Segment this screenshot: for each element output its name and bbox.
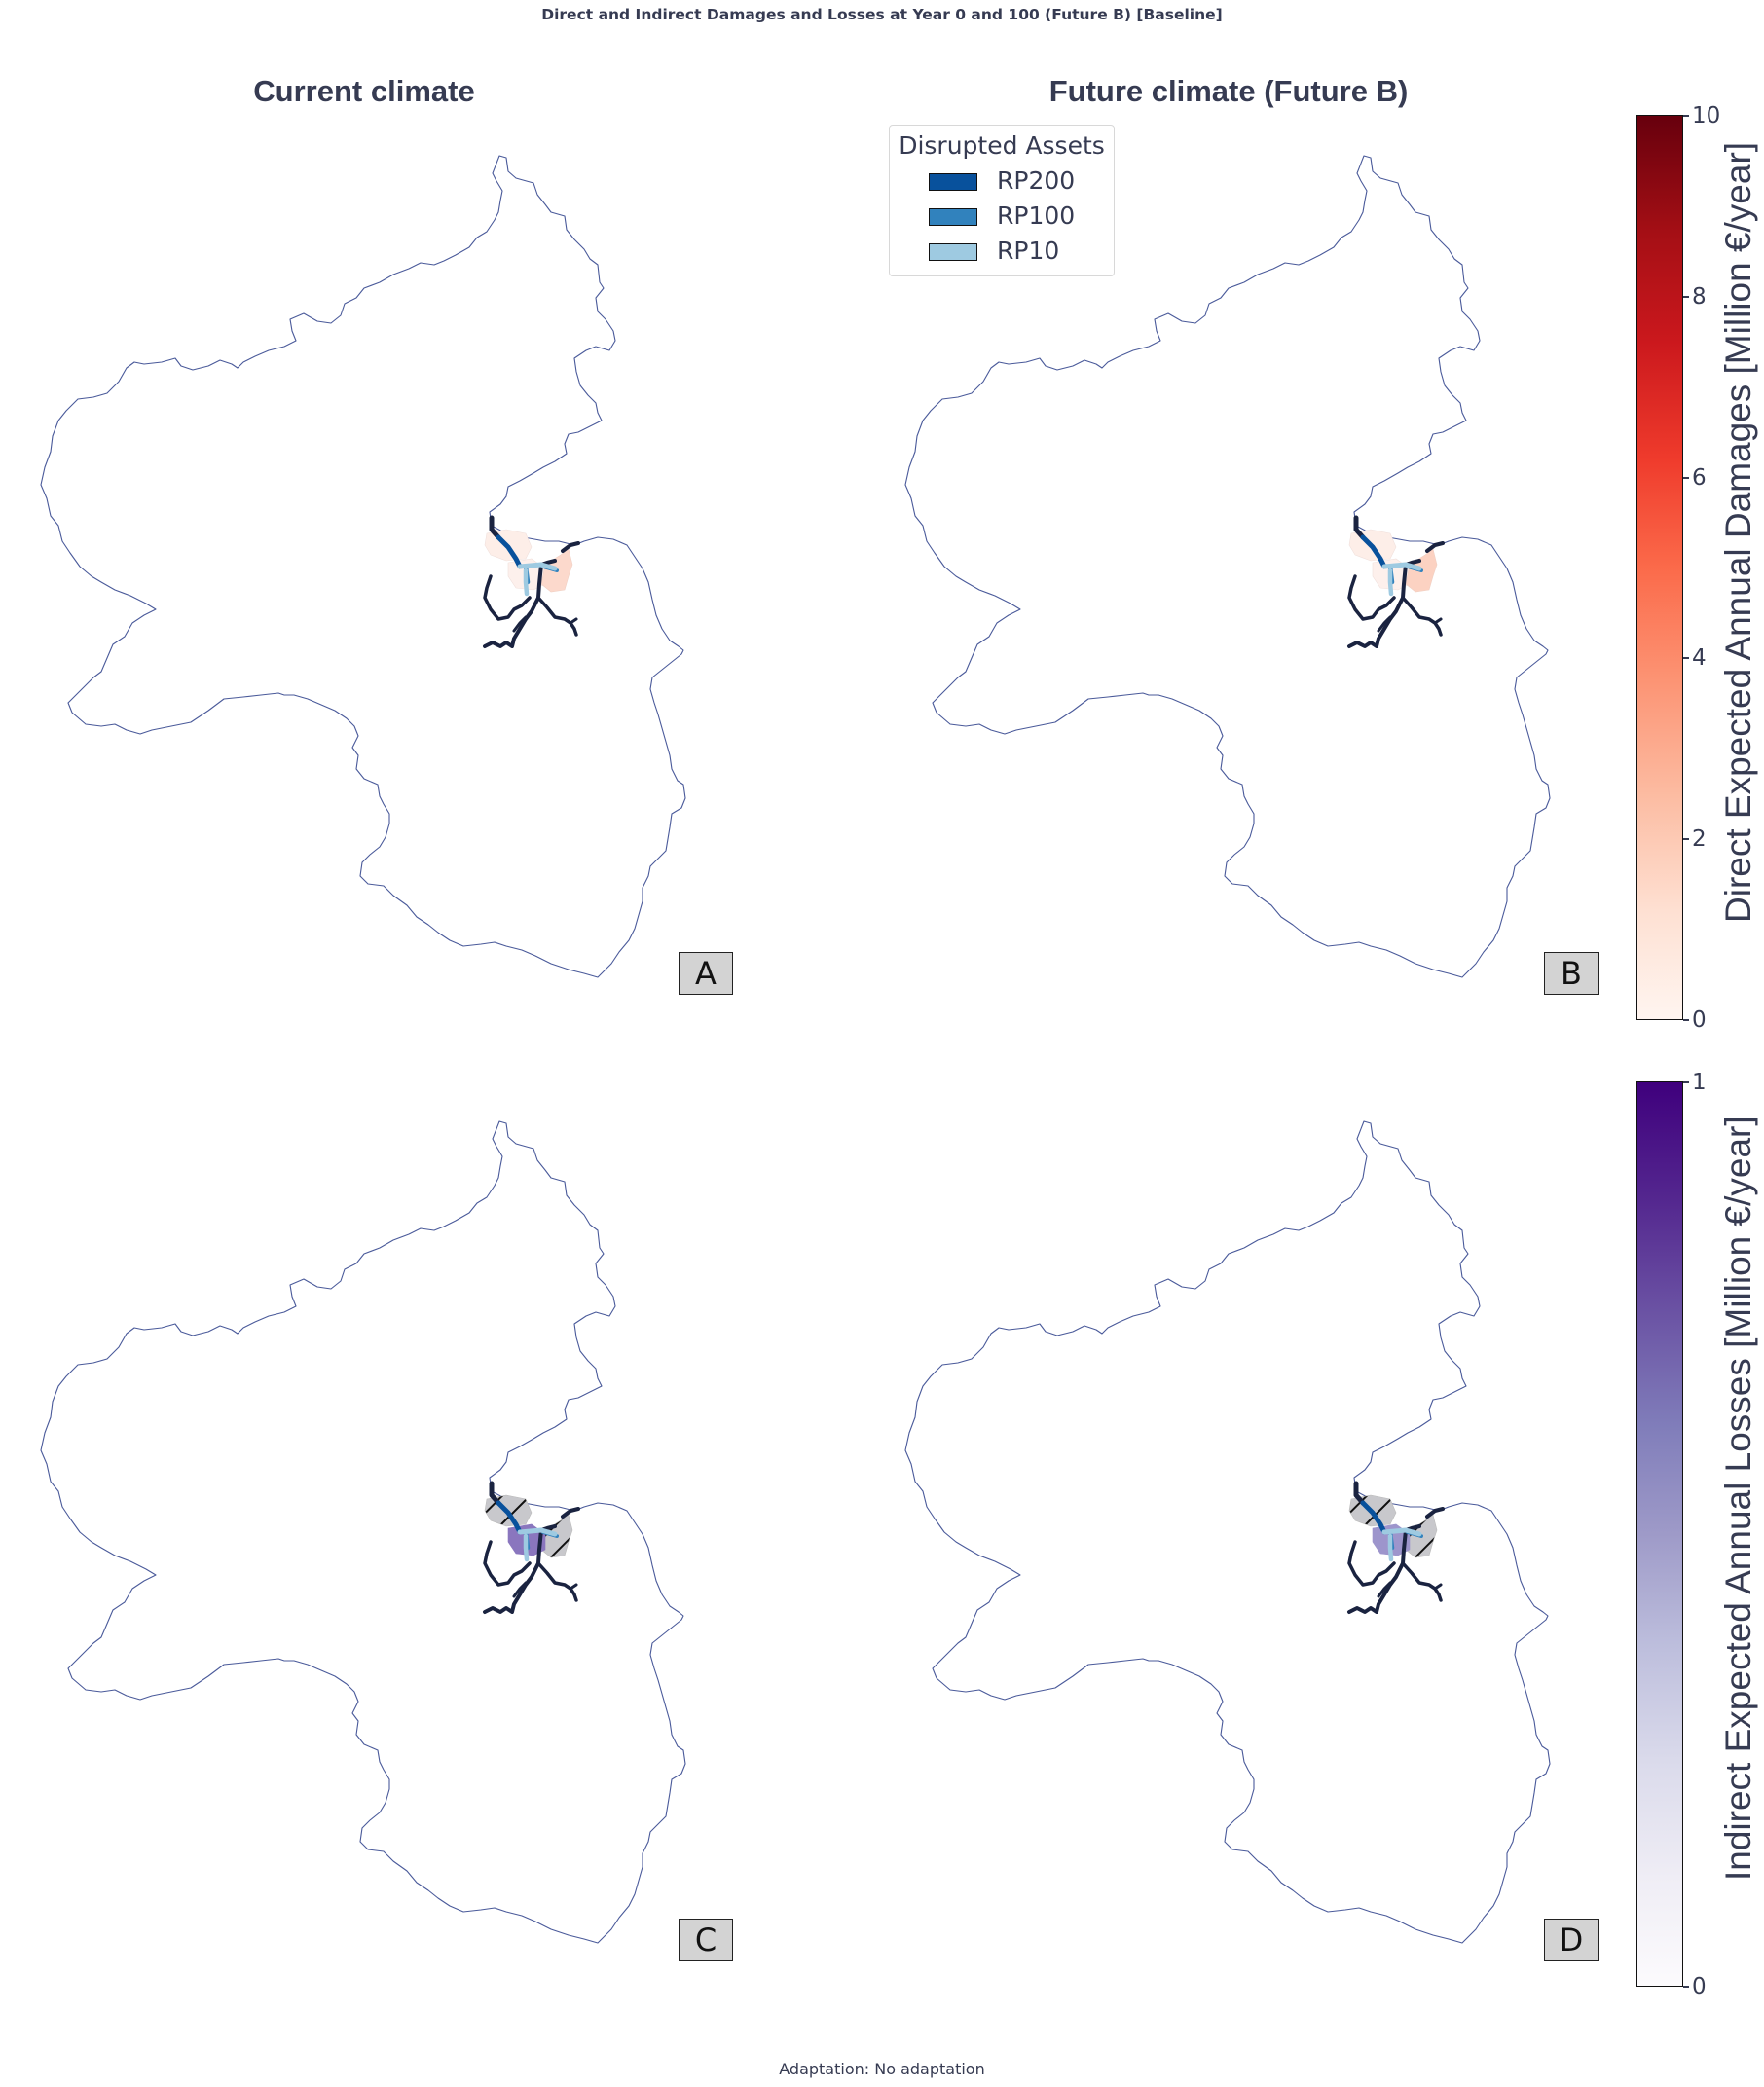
legend-swatch-rp100: [929, 208, 977, 226]
figure-suptitle: Direct and Indirect Damages and Losses a…: [541, 6, 1223, 23]
panel-label-b: B: [1544, 952, 1599, 995]
colorbar-direct-tick-label: 0: [1692, 1007, 1707, 1033]
colorbar-indirect-label: Indirect Expected Annual Losses [Million…: [1718, 1116, 1758, 1881]
colorbar-direct-tick-label: 10: [1692, 103, 1721, 128]
colorbar-direct: [1636, 115, 1683, 1020]
legend-label-rp200: RP200: [997, 166, 1076, 195]
legend-label-rp100: RP100: [997, 201, 1076, 230]
colorbar-direct-tick: [1683, 477, 1689, 479]
colorbar-direct-tick-label: 2: [1692, 826, 1707, 852]
map-panel-a: [40, 155, 686, 978]
legend-title: Disrupted Assets: [899, 131, 1105, 160]
colorbar-indirect-tick: [1683, 1081, 1689, 1083]
colorbar-direct-tick: [1683, 296, 1689, 298]
legend-disrupted-assets: Disrupted Assets RP200 RP100 RP10: [889, 125, 1115, 276]
colorbar-direct-tick: [1683, 838, 1689, 840]
column-title-current: Current climate: [253, 74, 475, 108]
colorbar-indirect-tick-label: 1: [1692, 1070, 1707, 1095]
panel-label-a: A: [679, 952, 733, 995]
colorbar-indirect: [1636, 1081, 1683, 1987]
legend-label-rp10: RP10: [997, 237, 1060, 265]
figure-footer: Adaptation: No adaptation: [779, 2060, 985, 2078]
colorbar-indirect-tick-label: 0: [1692, 1974, 1707, 1999]
legend-swatch-rp10: [929, 243, 977, 261]
legend-swatch-rp200: [929, 173, 977, 191]
colorbar-direct-tick: [1683, 657, 1689, 659]
colorbar-direct-tick-label: 4: [1692, 645, 1707, 671]
colorbar-direct-tick-label: 6: [1692, 465, 1707, 491]
map-panel-c: [40, 1120, 686, 1944]
panel-label-c: C: [679, 1919, 733, 1961]
colorbar-indirect-tick: [1683, 1986, 1689, 1988]
colorbar-direct-label: Direct Expected Annual Damages [Million …: [1718, 141, 1758, 923]
panel-label-d: D: [1544, 1919, 1599, 1961]
colorbar-direct-tick: [1683, 1019, 1689, 1021]
colorbar-direct-tick-label: 8: [1692, 284, 1707, 310]
column-title-future: Future climate (Future B): [1048, 74, 1409, 108]
colorbar-direct-tick: [1683, 115, 1689, 117]
map-panel-b: [904, 155, 1551, 978]
map-panel-d: [904, 1120, 1551, 1944]
